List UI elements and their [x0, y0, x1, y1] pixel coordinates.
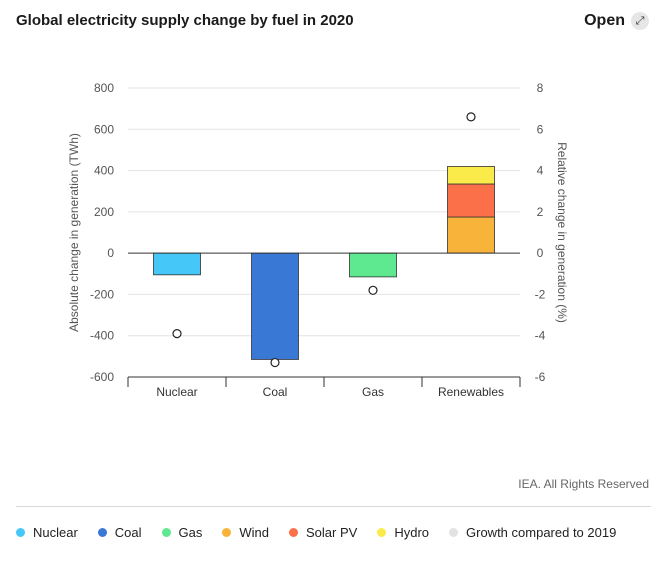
- x-tick-label: Renewables: [438, 385, 504, 399]
- growth-marker: [270, 357, 280, 368]
- legend-item-gas[interactable]: Gas: [161, 525, 203, 540]
- legend-label: Nuclear: [33, 525, 78, 540]
- legend-swatch: [377, 528, 387, 537]
- y-tick-label: -600: [90, 370, 114, 384]
- legend-label: Hydro: [394, 525, 430, 540]
- growth-marker: [466, 112, 476, 122]
- y2-tick-label: 8: [537, 81, 544, 95]
- y-axis-title: Absolute change in generation (TWh): [67, 133, 81, 332]
- y2-tick-label: -4: [535, 329, 546, 343]
- y-tick-label: -200: [90, 287, 114, 301]
- credit-text: IEA. All Rights Reserved: [518, 477, 649, 491]
- growth-marker: [368, 285, 378, 295]
- bar-nuclear: [153, 252, 201, 276]
- legend-item-coal[interactable]: Coal: [97, 525, 142, 540]
- legend-label: Gas: [178, 525, 203, 540]
- y-tick-label: 600: [94, 122, 114, 136]
- y-tick-label: -400: [90, 329, 114, 343]
- legend-item-solar-pv[interactable]: Solar PV: [289, 525, 357, 540]
- legend-item-wind[interactable]: Wind: [222, 525, 269, 540]
- y2-tick-label: 2: [537, 205, 544, 219]
- bar-wind: [447, 216, 495, 254]
- y2-axis-title: Relative change in generation (%): [555, 142, 569, 323]
- y-tick-label: 400: [94, 164, 114, 178]
- chart-svg: 800 600 400 200 0 -200 -400 -600 8 6 4 2 0 -2 -4 -6 Abso…: [67, 81, 569, 399]
- y2-tick-label: 6: [537, 122, 544, 136]
- divider: [16, 506, 651, 507]
- legend-swatch: [289, 528, 299, 537]
- legend-item-nuclear[interactable]: Nuclear: [16, 525, 78, 540]
- x-tick-label: Gas: [362, 385, 384, 399]
- x-tick-label: Coal: [263, 385, 288, 399]
- legend-item-hydro[interactable]: Hydro: [377, 525, 429, 540]
- y-tick-label: 800: [94, 81, 114, 95]
- bar-hydro: [447, 166, 495, 185]
- external-arrow-icon: ⤢: [631, 12, 649, 30]
- bar-solar-pv: [447, 183, 495, 218]
- legend-swatch: [161, 528, 171, 537]
- legend: Nuclear Coal Gas Wind Solar PV Hydro Growth co…: [16, 525, 616, 540]
- y2-tick-label: -6: [535, 370, 546, 384]
- legend-swatch: [16, 528, 25, 537]
- chart-title: Global electricity supply change by fuel…: [16, 12, 354, 29]
- y2-tick-label: 0: [537, 246, 544, 260]
- legend-label: Solar PV: [306, 525, 358, 540]
- open-button[interactable]: Open ⤢: [584, 12, 649, 30]
- growth-marker: [172, 329, 182, 339]
- open-label: Open: [584, 12, 625, 29]
- y-tick-label: 0: [107, 246, 114, 260]
- y2-tick-label: 4: [537, 164, 544, 178]
- legend-label: Coal: [114, 525, 142, 540]
- legend-label: Wind: [239, 525, 270, 540]
- y2-tick-label: -2: [535, 287, 546, 301]
- y-tick-label: 200: [94, 205, 114, 219]
- legend-label: Growth compared to 2019: [466, 525, 617, 540]
- bar-coal: [251, 252, 299, 360]
- x-tick-label: Nuclear: [156, 385, 197, 399]
- legend-swatch: [222, 528, 232, 537]
- legend-swatch: [97, 528, 107, 537]
- legend-item-growth-compared-to-2019[interactable]: Growth compared to 2019: [449, 525, 616, 540]
- legend-swatch: [449, 528, 459, 537]
- bar-gas: [349, 252, 397, 278]
